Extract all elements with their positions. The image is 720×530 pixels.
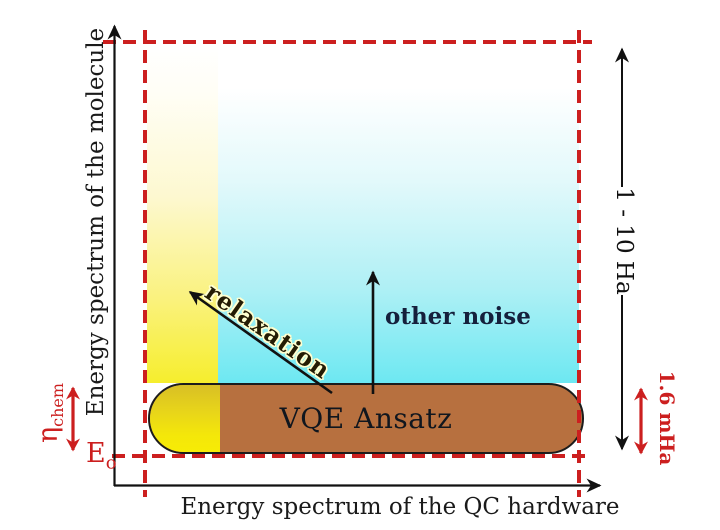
- ha-range-label: 1 - 10 Ha: [611, 187, 637, 295]
- eta-symbol: η: [32, 426, 64, 444]
- eta-subscript: chem: [48, 382, 68, 427]
- ground-state-label: Eo: [86, 438, 117, 473]
- other-noise-label: other noise: [385, 303, 531, 330]
- dashed-line-right: [577, 30, 581, 497]
- capsule-yellow-cap: [150, 385, 220, 452]
- x-axis-label: Energy spectrum of the QC hardware: [180, 494, 620, 520]
- ground-state-symbol: E: [86, 438, 106, 469]
- eta-chem-label: ηchem: [33, 383, 67, 443]
- ground-state-subscript: o: [105, 452, 117, 474]
- dashed-line-ground-energy: [112, 454, 592, 458]
- dashed-line-top: [103, 40, 592, 44]
- mha-range-label: 1.6 mHa: [655, 370, 679, 466]
- dashed-line-left: [143, 30, 147, 497]
- molecule-spectrum-band: [147, 44, 218, 383]
- y-axis-label: Energy spectrum of the molecule: [83, 27, 109, 417]
- vqe-ansatz-capsule: VQE Ansatz: [148, 383, 584, 454]
- vqe-ansatz-label: VQE Ansatz: [279, 402, 453, 435]
